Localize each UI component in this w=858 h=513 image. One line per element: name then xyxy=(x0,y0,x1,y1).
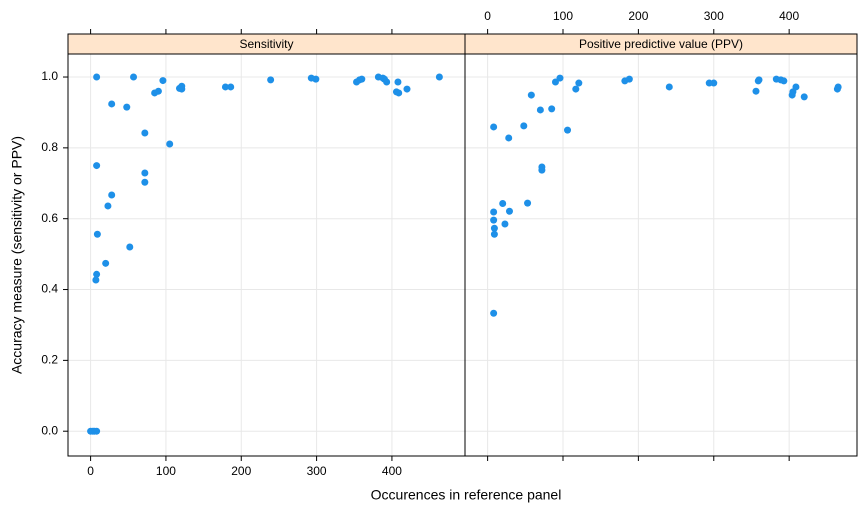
point xyxy=(435,73,443,81)
point xyxy=(505,207,513,215)
point xyxy=(92,276,100,284)
point xyxy=(665,83,673,91)
point xyxy=(490,309,498,317)
point xyxy=(536,106,544,114)
point xyxy=(141,129,149,137)
point xyxy=(141,178,149,186)
point xyxy=(752,87,760,95)
point xyxy=(267,76,275,84)
point xyxy=(383,78,391,86)
point xyxy=(792,83,800,91)
point xyxy=(93,270,101,278)
panel-title: Sensitivity xyxy=(239,37,293,51)
point xyxy=(93,73,101,81)
panel-frame xyxy=(67,53,466,457)
point xyxy=(625,75,633,83)
point xyxy=(104,202,112,210)
point xyxy=(490,216,498,224)
point xyxy=(358,75,366,83)
point xyxy=(575,79,583,87)
point xyxy=(221,83,229,91)
point xyxy=(490,230,498,238)
y-tick-label: 0.2 xyxy=(41,353,58,367)
point xyxy=(126,243,134,251)
point xyxy=(394,78,402,86)
point xyxy=(130,73,138,81)
point xyxy=(490,224,498,232)
point xyxy=(102,259,110,267)
point xyxy=(490,123,498,131)
point xyxy=(178,85,186,93)
point xyxy=(93,427,101,435)
x-tick-label: 400 xyxy=(382,464,402,478)
x-tick-label: 200 xyxy=(628,9,648,23)
point xyxy=(93,230,101,238)
point xyxy=(490,208,498,216)
x-tick-label: 100 xyxy=(553,9,573,23)
point xyxy=(505,134,513,142)
point xyxy=(108,191,116,199)
x-tick-label: 300 xyxy=(307,464,327,478)
point xyxy=(551,78,559,86)
y-axis-title: Accuracy measure (sensitivity or PPV) xyxy=(9,136,25,374)
point xyxy=(833,85,841,93)
point xyxy=(93,162,101,170)
point xyxy=(710,79,718,87)
y-tick-label: 1.0 xyxy=(41,69,58,83)
point xyxy=(395,89,403,97)
point xyxy=(501,220,509,228)
point xyxy=(159,77,167,85)
point xyxy=(538,166,546,174)
x-tick-label: 200 xyxy=(231,464,251,478)
panel-title: Positive predictive value (PPV) xyxy=(579,37,743,51)
panel-frame xyxy=(464,53,858,457)
point xyxy=(524,199,532,207)
point xyxy=(227,83,235,91)
y-tick-label: 0.6 xyxy=(41,211,58,225)
point xyxy=(556,74,564,82)
point xyxy=(755,76,763,84)
x-tick-label: 300 xyxy=(704,9,724,23)
x-axis-title: Occurences in reference panel xyxy=(371,487,562,503)
x-tick-label: 100 xyxy=(156,464,176,478)
point xyxy=(123,103,131,111)
point xyxy=(141,169,149,177)
point xyxy=(154,87,162,95)
point xyxy=(800,93,808,101)
point xyxy=(780,77,788,85)
point xyxy=(520,122,528,130)
point xyxy=(527,91,535,99)
point xyxy=(312,75,320,83)
x-tick-label: 0 xyxy=(484,9,491,23)
point xyxy=(548,105,556,113)
point xyxy=(499,199,507,207)
y-tick-label: 0.8 xyxy=(41,140,58,154)
x-tick-label: 400 xyxy=(779,9,799,23)
point xyxy=(108,100,116,108)
y-tick-label: 0.0 xyxy=(41,423,58,437)
point xyxy=(572,85,580,93)
point xyxy=(166,140,174,148)
x-tick-label: 0 xyxy=(87,464,94,478)
y-tick-label: 0.4 xyxy=(41,282,58,296)
point xyxy=(564,126,572,134)
point xyxy=(403,85,411,93)
